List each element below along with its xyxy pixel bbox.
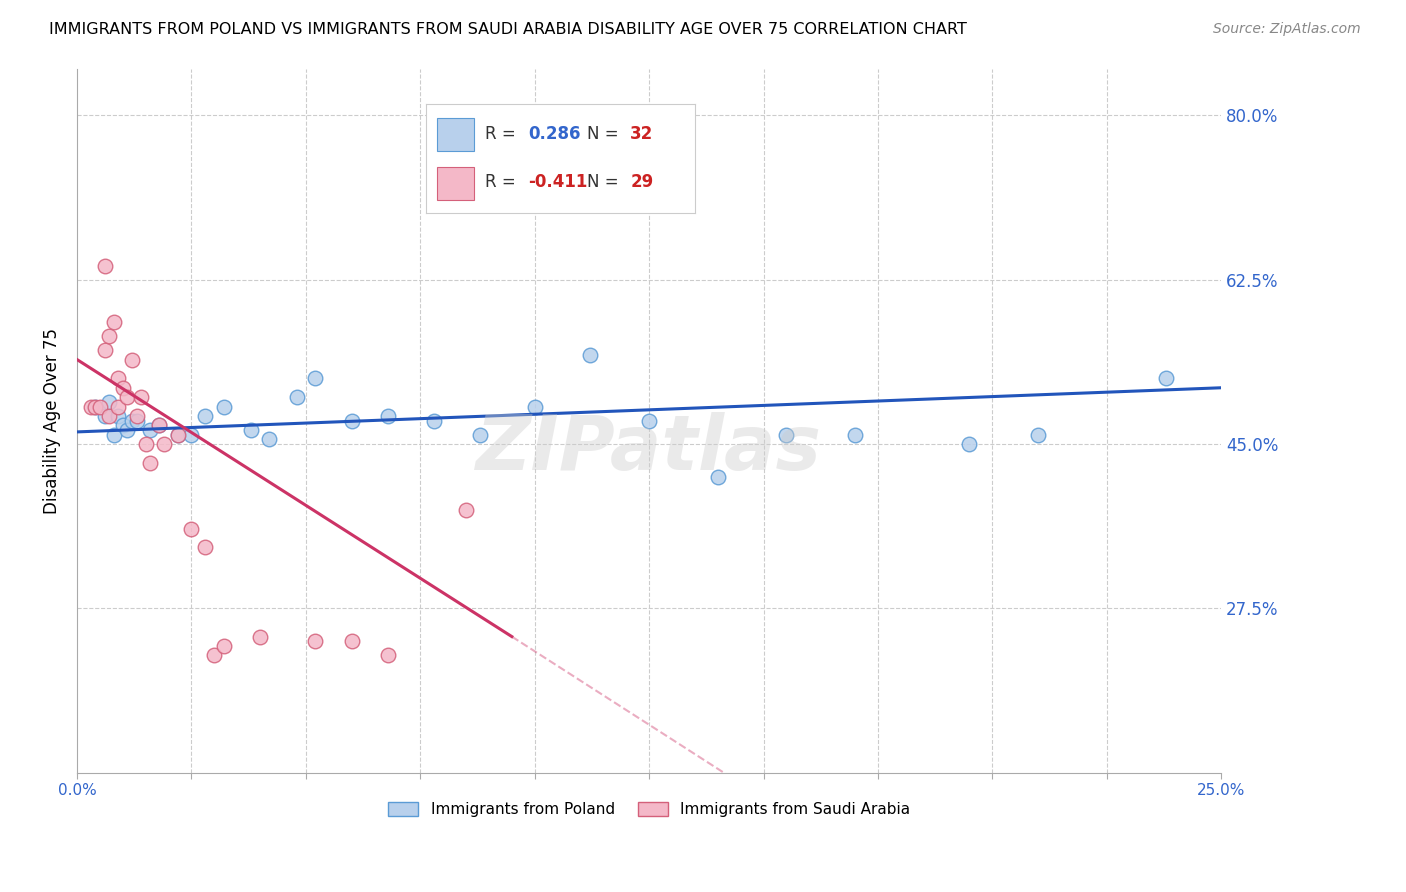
- Point: [129, 390, 152, 404]
- Point: [93, 259, 115, 273]
- Point: [1026, 427, 1049, 442]
- Point: [98, 409, 121, 423]
- Point: [121, 352, 143, 367]
- Point: [139, 456, 162, 470]
- Point: [117, 423, 139, 437]
- Point: [523, 400, 546, 414]
- Point: [638, 414, 661, 428]
- Point: [148, 418, 170, 433]
- Point: [125, 414, 148, 428]
- Point: [1154, 371, 1177, 385]
- Point: [107, 409, 129, 423]
- Point: [84, 400, 107, 414]
- Point: [304, 371, 326, 385]
- Text: ZIPatlas: ZIPatlas: [477, 412, 823, 486]
- Y-axis label: Disability Age Over 75: Disability Age Over 75: [44, 327, 60, 514]
- Point: [139, 423, 162, 437]
- Point: [93, 409, 115, 423]
- Point: [180, 427, 202, 442]
- Point: [377, 648, 399, 663]
- Point: [153, 437, 176, 451]
- Point: [377, 409, 399, 423]
- Text: IMMIGRANTS FROM POLAND VS IMMIGRANTS FROM SAUDI ARABIA DISABILITY AGE OVER 75 CO: IMMIGRANTS FROM POLAND VS IMMIGRANTS FRO…: [49, 22, 967, 37]
- Point: [194, 541, 217, 555]
- Point: [121, 414, 143, 428]
- Point: [959, 437, 981, 451]
- Point: [212, 639, 235, 653]
- Point: [844, 427, 866, 442]
- Text: Source: ZipAtlas.com: Source: ZipAtlas.com: [1213, 22, 1361, 37]
- Point: [135, 437, 157, 451]
- Point: [454, 503, 477, 517]
- Point: [249, 630, 271, 644]
- Point: [111, 418, 134, 433]
- Point: [340, 634, 363, 648]
- Point: [285, 390, 308, 404]
- Point: [340, 414, 363, 428]
- Point: [103, 427, 125, 442]
- Point: [98, 395, 121, 409]
- Point: [80, 400, 103, 414]
- Point: [111, 381, 134, 395]
- Point: [103, 315, 125, 329]
- Point: [180, 522, 202, 536]
- Point: [423, 414, 446, 428]
- Point: [89, 400, 111, 414]
- Point: [304, 634, 326, 648]
- Point: [148, 418, 170, 433]
- Point: [125, 409, 148, 423]
- Point: [259, 433, 281, 447]
- Point: [194, 409, 217, 423]
- Point: [93, 343, 115, 358]
- Point: [166, 427, 188, 442]
- Point: [468, 427, 491, 442]
- Point: [98, 329, 121, 343]
- Point: [166, 427, 188, 442]
- Point: [107, 400, 129, 414]
- Point: [107, 371, 129, 385]
- Point: [84, 400, 107, 414]
- Legend: Immigrants from Poland, Immigrants from Saudi Arabia: Immigrants from Poland, Immigrants from …: [380, 795, 918, 825]
- Point: [240, 423, 263, 437]
- Point: [117, 390, 139, 404]
- Point: [578, 348, 600, 362]
- Point: [707, 470, 730, 484]
- Point: [775, 427, 797, 442]
- Point: [202, 648, 225, 663]
- Point: [212, 400, 235, 414]
